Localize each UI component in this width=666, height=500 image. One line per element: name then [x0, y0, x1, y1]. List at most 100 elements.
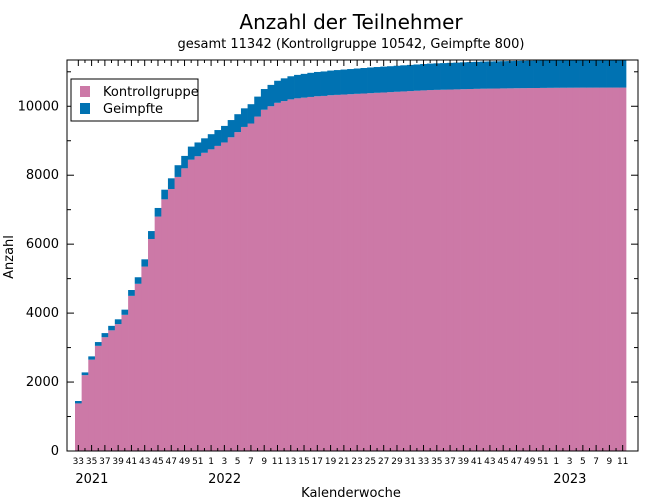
bar-geimpfte	[499, 61, 507, 89]
bar-geimpfte	[227, 120, 235, 138]
x-tick-label: 51	[537, 457, 548, 467]
legend-box	[70, 78, 199, 122]
x-tick-label: 21	[338, 457, 349, 467]
x-tick-label: 3	[222, 457, 228, 467]
bar-kontrollgruppe	[579, 87, 587, 452]
bar-kontrollgruppe	[539, 87, 547, 452]
bar-kontrollgruppe	[240, 126, 248, 451]
bar-geimpfte	[181, 155, 189, 169]
bar-geimpfte	[81, 372, 89, 376]
bar-kontrollgruppe	[227, 137, 235, 452]
bar-geimpfte	[612, 60, 620, 88]
bar-geimpfte	[240, 108, 248, 127]
bar-kontrollgruppe	[207, 149, 215, 452]
bar-geimpfte	[393, 65, 401, 92]
bar-geimpfte	[466, 62, 474, 90]
x-tick-label: 51	[192, 457, 203, 467]
bar-geimpfte	[586, 60, 594, 88]
bar-kontrollgruppe	[493, 88, 501, 451]
x-tick-label: 1	[208, 457, 214, 467]
x-tick-label: 49	[524, 457, 536, 467]
bar-kontrollgruppe	[599, 87, 607, 452]
legend-label-kontrollgruppe: Kontrollgruppe	[103, 85, 199, 100]
bar-kontrollgruppe	[440, 89, 448, 451]
bar-kontrollgruppe	[572, 87, 580, 452]
bar-kontrollgruppe	[446, 89, 454, 451]
bars-layer	[75, 60, 627, 452]
bar-geimpfte	[546, 60, 554, 88]
bar-geimpfte	[161, 189, 169, 200]
x-tick-label: 49	[179, 457, 191, 467]
x-tick-label: 31	[405, 457, 416, 467]
bar-geimpfte	[174, 165, 182, 177]
bar-kontrollgruppe	[566, 87, 574, 451]
bar-geimpfte	[552, 60, 560, 88]
bar-kontrollgruppe	[420, 90, 428, 451]
x-tick-label: 23	[351, 457, 362, 467]
legend-swatch-geimpfte	[80, 103, 90, 114]
bar-kontrollgruppe	[519, 88, 527, 451]
x-tick-label: 41	[471, 457, 482, 467]
bar-kontrollgruppe	[333, 94, 341, 451]
bar-geimpfte	[486, 61, 494, 89]
bar-geimpfte	[360, 68, 368, 94]
bar-geimpfte	[313, 71, 321, 97]
bar-kontrollgruppe	[313, 96, 321, 452]
bar-kontrollgruppe	[114, 324, 122, 451]
y-axis-label: Anzahl	[2, 235, 17, 279]
y-tick-label: 0	[51, 444, 59, 459]
x-tick-label: 33	[73, 457, 84, 467]
bar-kontrollgruppe	[586, 87, 594, 452]
x-tick-label: 37	[444, 457, 455, 467]
bar-kontrollgruppe	[460, 89, 468, 451]
bar-kontrollgruppe	[88, 359, 96, 451]
bar-geimpfte	[247, 104, 255, 124]
bar-kontrollgruppe	[94, 345, 102, 451]
bar-geimpfte	[267, 84, 275, 107]
bar-kontrollgruppe	[260, 109, 268, 452]
bar-kontrollgruppe	[221, 142, 229, 451]
bar-geimpfte	[387, 66, 394, 93]
bar-kontrollgruppe	[201, 152, 209, 452]
bar-geimpfte	[559, 60, 567, 88]
bar-kontrollgruppe	[75, 403, 82, 451]
bar-kontrollgruppe	[181, 168, 189, 451]
x-tick-label: 45	[152, 457, 163, 467]
bar-geimpfte	[167, 178, 175, 189]
bar-kontrollgruppe	[513, 88, 521, 451]
bar-kontrollgruppe	[426, 90, 434, 451]
bar-kontrollgruppe	[606, 87, 614, 451]
legend: Kontrollgruppe Geimpfte	[70, 78, 199, 122]
bar-kontrollgruppe	[101, 337, 109, 451]
bar-geimpfte	[287, 76, 295, 100]
bar-kontrollgruppe	[134, 283, 142, 451]
y-tick-label: 8000	[26, 168, 59, 183]
bar-kontrollgruppe	[533, 87, 541, 452]
bar-geimpfte	[400, 65, 408, 92]
bar-geimpfte	[101, 333, 109, 338]
bar-geimpfte	[207, 134, 215, 150]
x-tick-label: 11	[617, 457, 628, 467]
x-tick-label: 5	[235, 457, 241, 467]
x-tick-label: 13	[285, 457, 296, 467]
x-tick-label: 47	[166, 457, 177, 467]
bar-geimpfte	[539, 60, 547, 88]
bar-kontrollgruppe	[167, 189, 175, 451]
bar-geimpfte	[320, 71, 328, 96]
bar-kontrollgruppe	[473, 88, 481, 451]
x-tick-label: 37	[99, 457, 110, 467]
bar-kontrollgruppe	[320, 95, 328, 452]
bar-geimpfte	[606, 60, 614, 88]
x-tick-label: 39	[458, 457, 470, 467]
bar-kontrollgruppe	[287, 99, 295, 452]
bar-kontrollgruppe	[526, 88, 534, 451]
bar-geimpfte	[592, 60, 600, 88]
bar-kontrollgruppe	[274, 102, 282, 451]
bar-geimpfte	[460, 62, 468, 90]
bar-geimpfte	[526, 60, 534, 89]
x-tick-label: 35	[86, 457, 97, 467]
bar-geimpfte	[280, 78, 288, 102]
bar-geimpfte	[566, 60, 574, 88]
